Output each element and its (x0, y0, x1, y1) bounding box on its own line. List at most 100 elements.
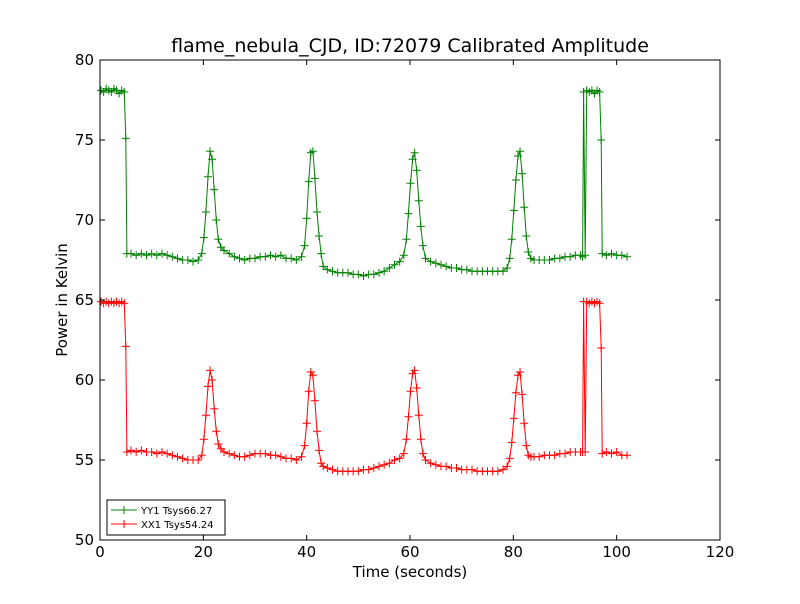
data-point (271, 252, 280, 261)
data-point (137, 446, 146, 455)
data-point (561, 449, 569, 458)
data-point (505, 454, 514, 463)
legend-marker (120, 520, 128, 528)
data-point (623, 451, 631, 460)
data-point (323, 464, 332, 472)
data-point (210, 404, 219, 413)
data-point (189, 257, 197, 266)
data-point (499, 465, 507, 474)
data-point (426, 459, 435, 468)
data-point (317, 249, 326, 258)
data-point (406, 387, 415, 396)
data-point (344, 268, 352, 277)
data-point (208, 376, 217, 384)
data-point (319, 262, 328, 271)
legend-marker (120, 506, 128, 514)
data-point (168, 451, 177, 460)
data-point (147, 448, 156, 456)
data-point (235, 254, 244, 263)
data-point (598, 249, 607, 258)
data-point (304, 177, 313, 186)
data-point (518, 390, 527, 399)
data-point (197, 451, 206, 460)
data-point (385, 459, 394, 468)
data-point (203, 172, 212, 181)
data-point (132, 448, 141, 456)
axes: 0 20 40 60 80 100 120 50 55 60 65 70 75 80 (75, 51, 734, 561)
data-point (522, 441, 531, 450)
data-point (266, 251, 275, 260)
y-tick-label: 55 (75, 451, 94, 469)
x-tick-label: 0 (95, 543, 105, 561)
data-point (555, 254, 564, 263)
x-tick-label: 20 (194, 543, 213, 561)
data-point (385, 264, 394, 272)
data-point (468, 465, 476, 474)
data-point (369, 464, 378, 472)
data-point (511, 388, 520, 397)
data-point (240, 452, 249, 461)
data-point (306, 148, 315, 157)
data-point (152, 449, 161, 458)
data-point (354, 270, 363, 279)
data-point (158, 448, 166, 456)
data-point (375, 268, 383, 277)
data-point (499, 267, 507, 276)
data-point (513, 371, 522, 380)
data-point (402, 235, 411, 244)
data-point (199, 233, 208, 242)
data-point (323, 265, 332, 274)
data-point (287, 254, 296, 263)
x-tick-label: 80 (504, 543, 523, 561)
data-point (607, 249, 616, 258)
data-point (152, 251, 161, 260)
data-point (328, 267, 337, 276)
data-point (509, 206, 518, 215)
data-point (416, 435, 425, 444)
data-point (261, 252, 270, 261)
data-point (201, 411, 210, 420)
data-point (399, 449, 408, 458)
data-point (210, 185, 219, 194)
data-point (173, 254, 182, 263)
data-point (431, 460, 440, 469)
data-point (418, 241, 427, 250)
data-point (507, 235, 516, 244)
data-point (612, 448, 621, 456)
data-point (251, 254, 259, 263)
data-point (545, 256, 554, 264)
data-point (261, 449, 270, 458)
y-tick-label: 65 (75, 291, 94, 309)
data-point (300, 441, 309, 450)
data-point (173, 452, 182, 461)
data-point (595, 299, 604, 308)
data-point (408, 369, 417, 378)
data-point (183, 256, 192, 264)
data-point (206, 366, 215, 375)
data-point (276, 452, 285, 461)
data-point (206, 147, 215, 156)
data-point (505, 254, 514, 263)
data-point (364, 465, 373, 474)
data-point (509, 414, 518, 423)
data-point (597, 344, 606, 352)
data-point (197, 249, 206, 258)
data-point (404, 209, 413, 218)
data-point (319, 462, 328, 471)
data-point (410, 366, 419, 375)
data-point (406, 179, 415, 188)
legend-box (106, 499, 226, 536)
data-point (168, 252, 177, 261)
data-point (598, 449, 607, 458)
data-point (522, 232, 531, 240)
data-point (416, 222, 425, 231)
data-point (313, 208, 321, 216)
data-point (404, 412, 413, 421)
data-point (402, 435, 411, 444)
data-point (359, 272, 368, 280)
data-point (194, 456, 203, 464)
data-point (287, 454, 296, 463)
data-point (220, 246, 228, 255)
data-point (317, 459, 326, 468)
data-point (442, 262, 451, 271)
